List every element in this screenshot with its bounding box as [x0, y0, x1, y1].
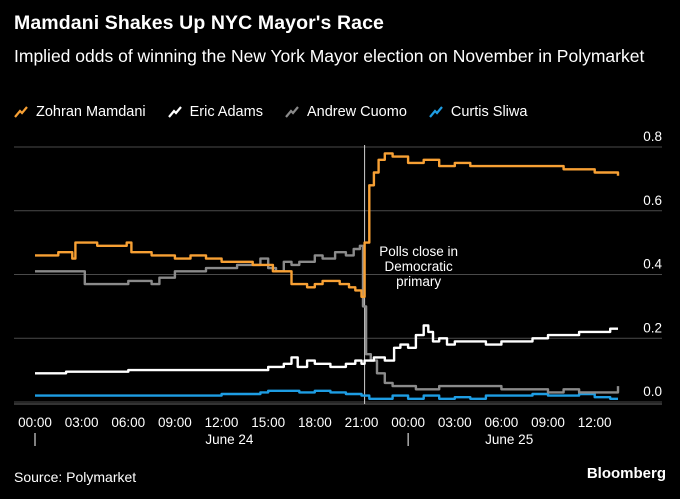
- series-line-curtis-sliwa: [35, 389, 618, 400]
- x-tick-label: 03:00: [438, 415, 472, 430]
- series-line-zohran-mamdani: [35, 152, 620, 298]
- x-tick-label: 09:00: [531, 415, 565, 430]
- legend-item-cuomo[interactable]: Andrew Cuomo: [285, 104, 407, 120]
- legend-swatch-sliwa: [429, 106, 443, 118]
- legend-label-adams: Eric Adams: [189, 104, 263, 120]
- x-tick-label: 06:00: [485, 415, 519, 430]
- x-tick-label: 18:00: [298, 415, 332, 430]
- x-tick-label: 00:00: [391, 415, 425, 430]
- annotation-label: Polls close in Democratic primary: [379, 244, 458, 289]
- x-tick-label: 12:00: [205, 415, 239, 430]
- y-tick-label: 0.6: [643, 193, 662, 208]
- y-tick-label: 0.2: [643, 320, 662, 335]
- legend-label-sliwa: Curtis Sliwa: [450, 104, 528, 120]
- brand-logo: Bloomberg: [586, 465, 666, 482]
- series-line-andrew-cuomo: [35, 244, 620, 394]
- x-tick-label: 21:00: [345, 415, 379, 430]
- legend-swatch-cuomo: [285, 106, 299, 118]
- date-label: June 25: [485, 432, 533, 447]
- legend-item-adams[interactable]: Eric Adams: [167, 104, 263, 120]
- x-tick-label: 06:00: [111, 415, 145, 430]
- legend-swatch-mamdani: [14, 106, 28, 118]
- y-tick-label: 0.4: [643, 257, 662, 272]
- legend-item-sliwa[interactable]: Curtis Sliwa: [429, 104, 528, 120]
- x-tick-label: 00:00: [18, 415, 52, 430]
- legend-item-mamdani[interactable]: Zohran Mamdani: [14, 104, 146, 120]
- legend-swatch-adams: [167, 106, 182, 118]
- x-tick-label: 09:00: [158, 415, 192, 430]
- date-label: June 24: [205, 432, 254, 447]
- y-tick-label: 0.0: [643, 384, 662, 399]
- legend-label-cuomo: Andrew Cuomo: [306, 104, 407, 120]
- chart-subtitle: Implied odds of winning the New York May…: [14, 46, 645, 66]
- chart-title: Mamdani Shakes Up NYC Mayor's Race: [14, 12, 384, 34]
- x-tick-label: 15:00: [251, 415, 285, 430]
- legend-label-mamdani: Zohran Mamdani: [36, 104, 146, 120]
- x-tick-label: 12:00: [578, 415, 612, 430]
- y-tick-label: 0.8: [643, 129, 662, 144]
- source-note: Source: Polymarket: [14, 469, 137, 485]
- x-tick-label: 03:00: [65, 415, 99, 430]
- legend: Zohran Mamdani Eric Adams Andrew Cuomo C…: [14, 104, 527, 120]
- series-line-eric-adams: [35, 324, 618, 375]
